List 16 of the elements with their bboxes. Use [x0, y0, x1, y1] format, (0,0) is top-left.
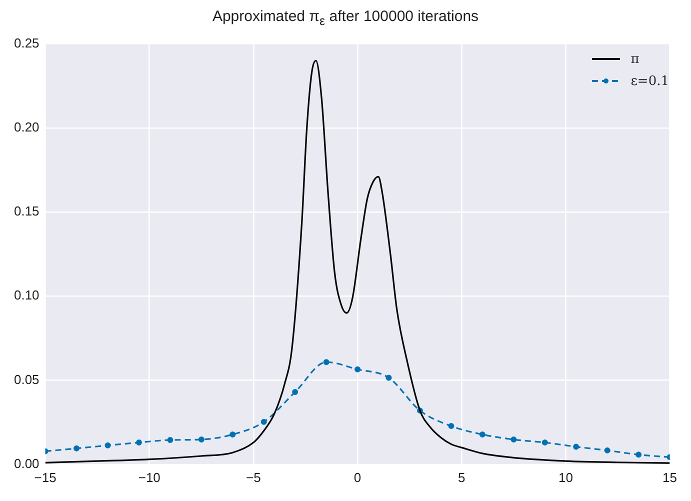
y-tick-label: 0.05: [14, 372, 40, 387]
y-tick-label: 0.00: [14, 456, 40, 471]
legend-label: ε=0.1: [630, 74, 669, 88]
x-tick-label: 5: [458, 470, 466, 485]
y-tick-label: 0.10: [14, 288, 40, 303]
legend-label: π: [630, 52, 640, 66]
x-tick-label: 0: [354, 470, 362, 485]
y-tick-label: 0.20: [14, 120, 40, 134]
y-tick-label: 0.25: [14, 35, 40, 50]
x-tick-label: 10: [558, 470, 573, 485]
chart-title: Approximated π$_{ε}$ after 100000 iterations: [211, 8, 480, 30]
y-tick-label: 0.15: [14, 204, 40, 219]
x-tick-label: −10: [138, 470, 160, 485]
x-tick-label: 15: [662, 470, 678, 485]
x-tick-label: −5: [246, 470, 261, 485]
x-tick-label: −15: [34, 470, 56, 485]
